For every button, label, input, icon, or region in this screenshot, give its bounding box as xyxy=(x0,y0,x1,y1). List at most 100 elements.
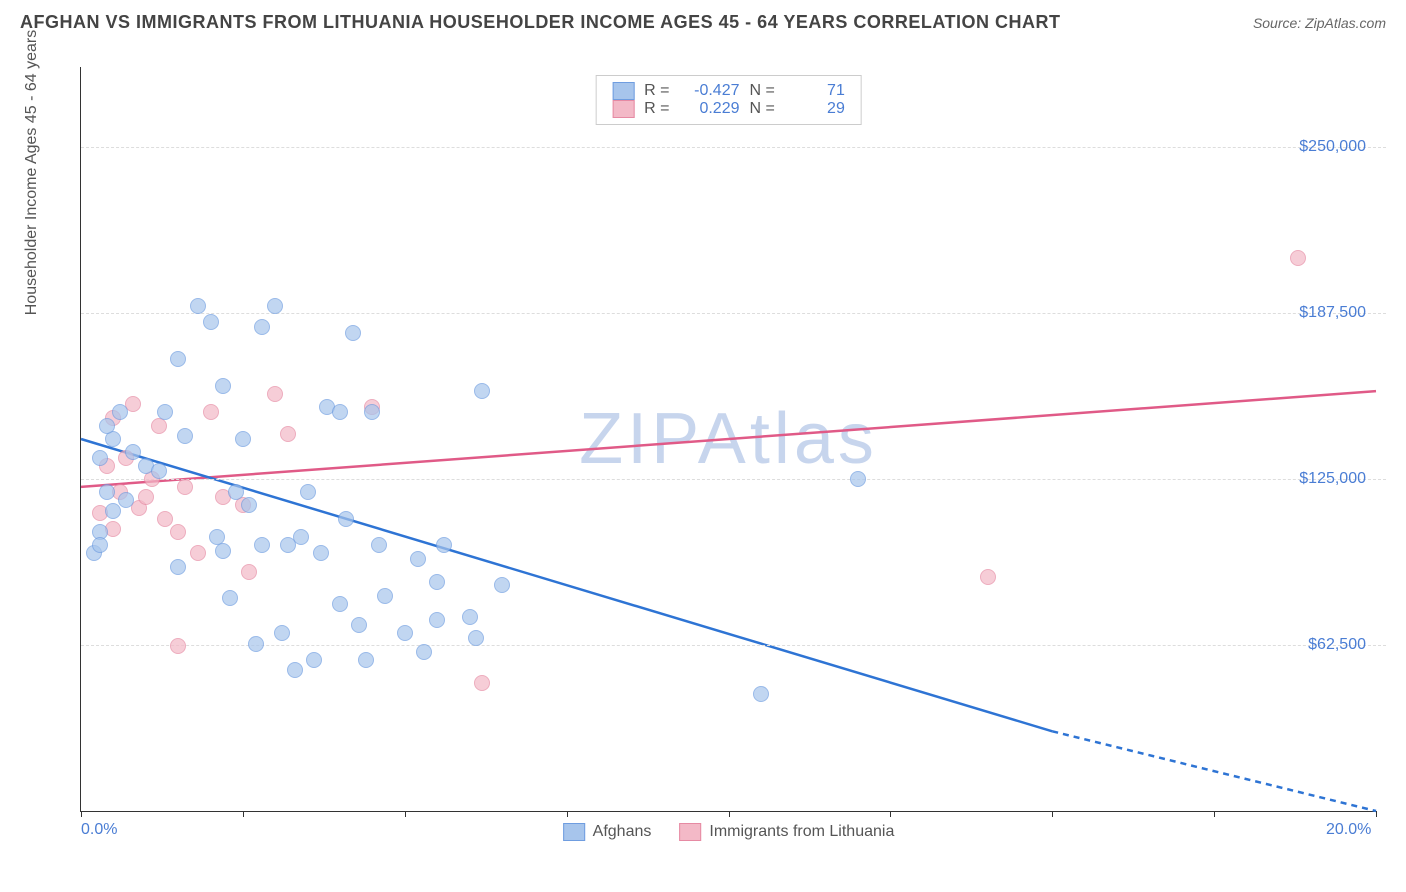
legend-label-lithuania: Immigrants from Lithuania xyxy=(709,823,894,841)
swatch-lithuania-icon xyxy=(679,823,701,841)
dot-afghans xyxy=(410,551,426,567)
dot-afghans xyxy=(345,325,361,341)
watermark: ZIPAtlas xyxy=(579,398,878,480)
legend-item-lithuania: Immigrants from Lithuania xyxy=(679,823,894,841)
legend-row-lithuania: R = 0.229 N = 29 xyxy=(612,100,845,118)
dot-afghans xyxy=(125,444,141,460)
dot-afghans xyxy=(351,617,367,633)
gridline xyxy=(81,147,1386,148)
dot-afghans xyxy=(494,577,510,593)
dot-afghans xyxy=(177,428,193,444)
dot-lithuania xyxy=(157,511,173,527)
dot-afghans xyxy=(293,529,309,545)
dot-afghans xyxy=(332,404,348,420)
dot-afghans xyxy=(429,612,445,628)
dot-afghans xyxy=(274,625,290,641)
r-label: R = xyxy=(644,82,669,100)
gridline xyxy=(81,645,1386,646)
dot-afghans xyxy=(364,404,380,420)
xtick-mark xyxy=(729,811,730,817)
chart-area: Householder Income Ages 45 - 64 years ZI… xyxy=(50,55,1386,842)
ytick-label: $62,500 xyxy=(1308,636,1366,654)
source-label: Source: ZipAtlas.com xyxy=(1253,15,1386,31)
dot-afghans xyxy=(313,545,329,561)
n-value-lithuania: 29 xyxy=(785,100,845,118)
dot-afghans xyxy=(190,298,206,314)
dot-afghans xyxy=(306,652,322,668)
dot-afghans xyxy=(474,383,490,399)
dot-afghans xyxy=(429,574,445,590)
dot-afghans xyxy=(215,543,231,559)
dot-afghans xyxy=(157,404,173,420)
dot-lithuania xyxy=(177,479,193,495)
dot-afghans xyxy=(753,686,769,702)
correlation-legend: R = -0.427 N = 71 R = 0.229 N = 29 xyxy=(595,75,862,125)
plot-region: ZIPAtlas R = -0.427 N = 71 R = 0.229 N =… xyxy=(80,67,1376,812)
n-label: N = xyxy=(750,100,775,118)
dot-afghans xyxy=(235,431,251,447)
dot-afghans xyxy=(92,450,108,466)
gridline xyxy=(81,479,1386,480)
swatch-afghans xyxy=(612,82,634,100)
legend-item-afghans: Afghans xyxy=(563,823,652,841)
dot-afghans xyxy=(397,625,413,641)
dot-afghans xyxy=(241,497,257,513)
dot-lithuania xyxy=(474,675,490,691)
dot-lithuania xyxy=(980,569,996,585)
dot-afghans xyxy=(203,314,219,330)
dot-lithuania xyxy=(1290,250,1306,266)
dot-afghans xyxy=(170,351,186,367)
dot-lithuania xyxy=(241,564,257,580)
dot-afghans xyxy=(850,471,866,487)
xtick-mark xyxy=(405,811,406,817)
y-axis-label: Householder Income Ages 45 - 64 years xyxy=(23,29,41,315)
dot-afghans xyxy=(371,537,387,553)
xtick-mark xyxy=(1052,811,1053,817)
dot-afghans xyxy=(248,636,264,652)
dot-afghans xyxy=(254,319,270,335)
dot-lithuania xyxy=(280,426,296,442)
dot-afghans xyxy=(99,484,115,500)
dot-afghans xyxy=(99,418,115,434)
dot-afghans xyxy=(170,559,186,575)
r-value-afghans: -0.427 xyxy=(680,82,740,100)
ytick-label: $125,000 xyxy=(1299,470,1366,488)
legend-row-afghans: R = -0.427 N = 71 xyxy=(612,82,845,100)
dot-afghans xyxy=(105,503,121,519)
n-label: N = xyxy=(750,82,775,100)
xtick-label: 0.0% xyxy=(81,821,117,839)
ytick-label: $187,500 xyxy=(1299,304,1366,322)
dot-afghans xyxy=(468,630,484,646)
series-legend: Afghans Immigrants from Lithuania xyxy=(563,823,895,841)
xtick-label: 20.0% xyxy=(1326,821,1371,839)
dot-afghans xyxy=(267,298,283,314)
swatch-afghans-icon xyxy=(563,823,585,841)
dot-lithuania xyxy=(138,489,154,505)
xtick-mark xyxy=(567,811,568,817)
dot-afghans xyxy=(436,537,452,553)
legend-label-afghans: Afghans xyxy=(593,823,652,841)
n-value-afghans: 71 xyxy=(785,82,845,100)
dot-afghans xyxy=(462,609,478,625)
dot-lithuania xyxy=(203,404,219,420)
dot-afghans xyxy=(118,492,134,508)
xtick-mark xyxy=(243,811,244,817)
dot-afghans xyxy=(92,537,108,553)
dot-afghans xyxy=(332,596,348,612)
swatch-lithuania xyxy=(612,100,634,118)
chart-header: AFGHAN VS IMMIGRANTS FROM LITHUANIA HOUS… xyxy=(0,0,1406,41)
xtick-mark xyxy=(81,811,82,817)
dot-afghans xyxy=(228,484,244,500)
xtick-mark xyxy=(890,811,891,817)
chart-title: AFGHAN VS IMMIGRANTS FROM LITHUANIA HOUS… xyxy=(20,12,1061,33)
dot-afghans xyxy=(416,644,432,660)
dot-lithuania xyxy=(190,545,206,561)
trendlines-layer xyxy=(81,67,1376,811)
r-value-lithuania: 0.229 xyxy=(680,100,740,118)
dot-lithuania xyxy=(267,386,283,402)
dot-afghans xyxy=(358,652,374,668)
dot-afghans xyxy=(254,537,270,553)
dot-afghans xyxy=(112,404,128,420)
r-label: R = xyxy=(644,100,669,118)
dot-afghans xyxy=(151,463,167,479)
